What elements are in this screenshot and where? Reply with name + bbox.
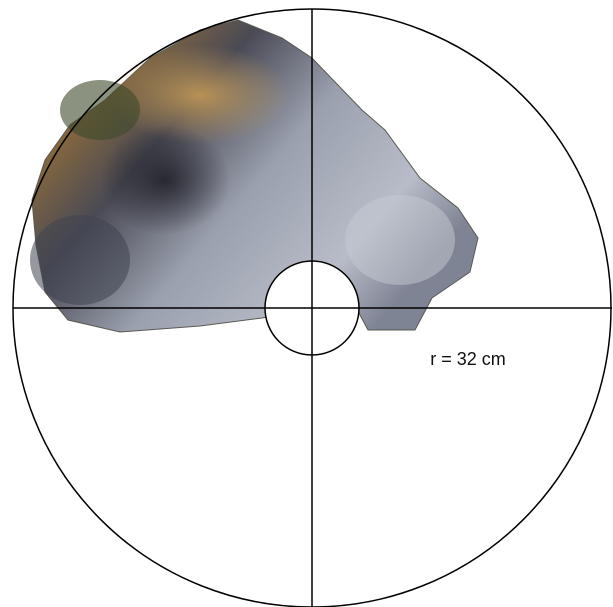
radius-label: r = 32 cm <box>430 349 506 369</box>
rock-photo <box>30 19 479 333</box>
